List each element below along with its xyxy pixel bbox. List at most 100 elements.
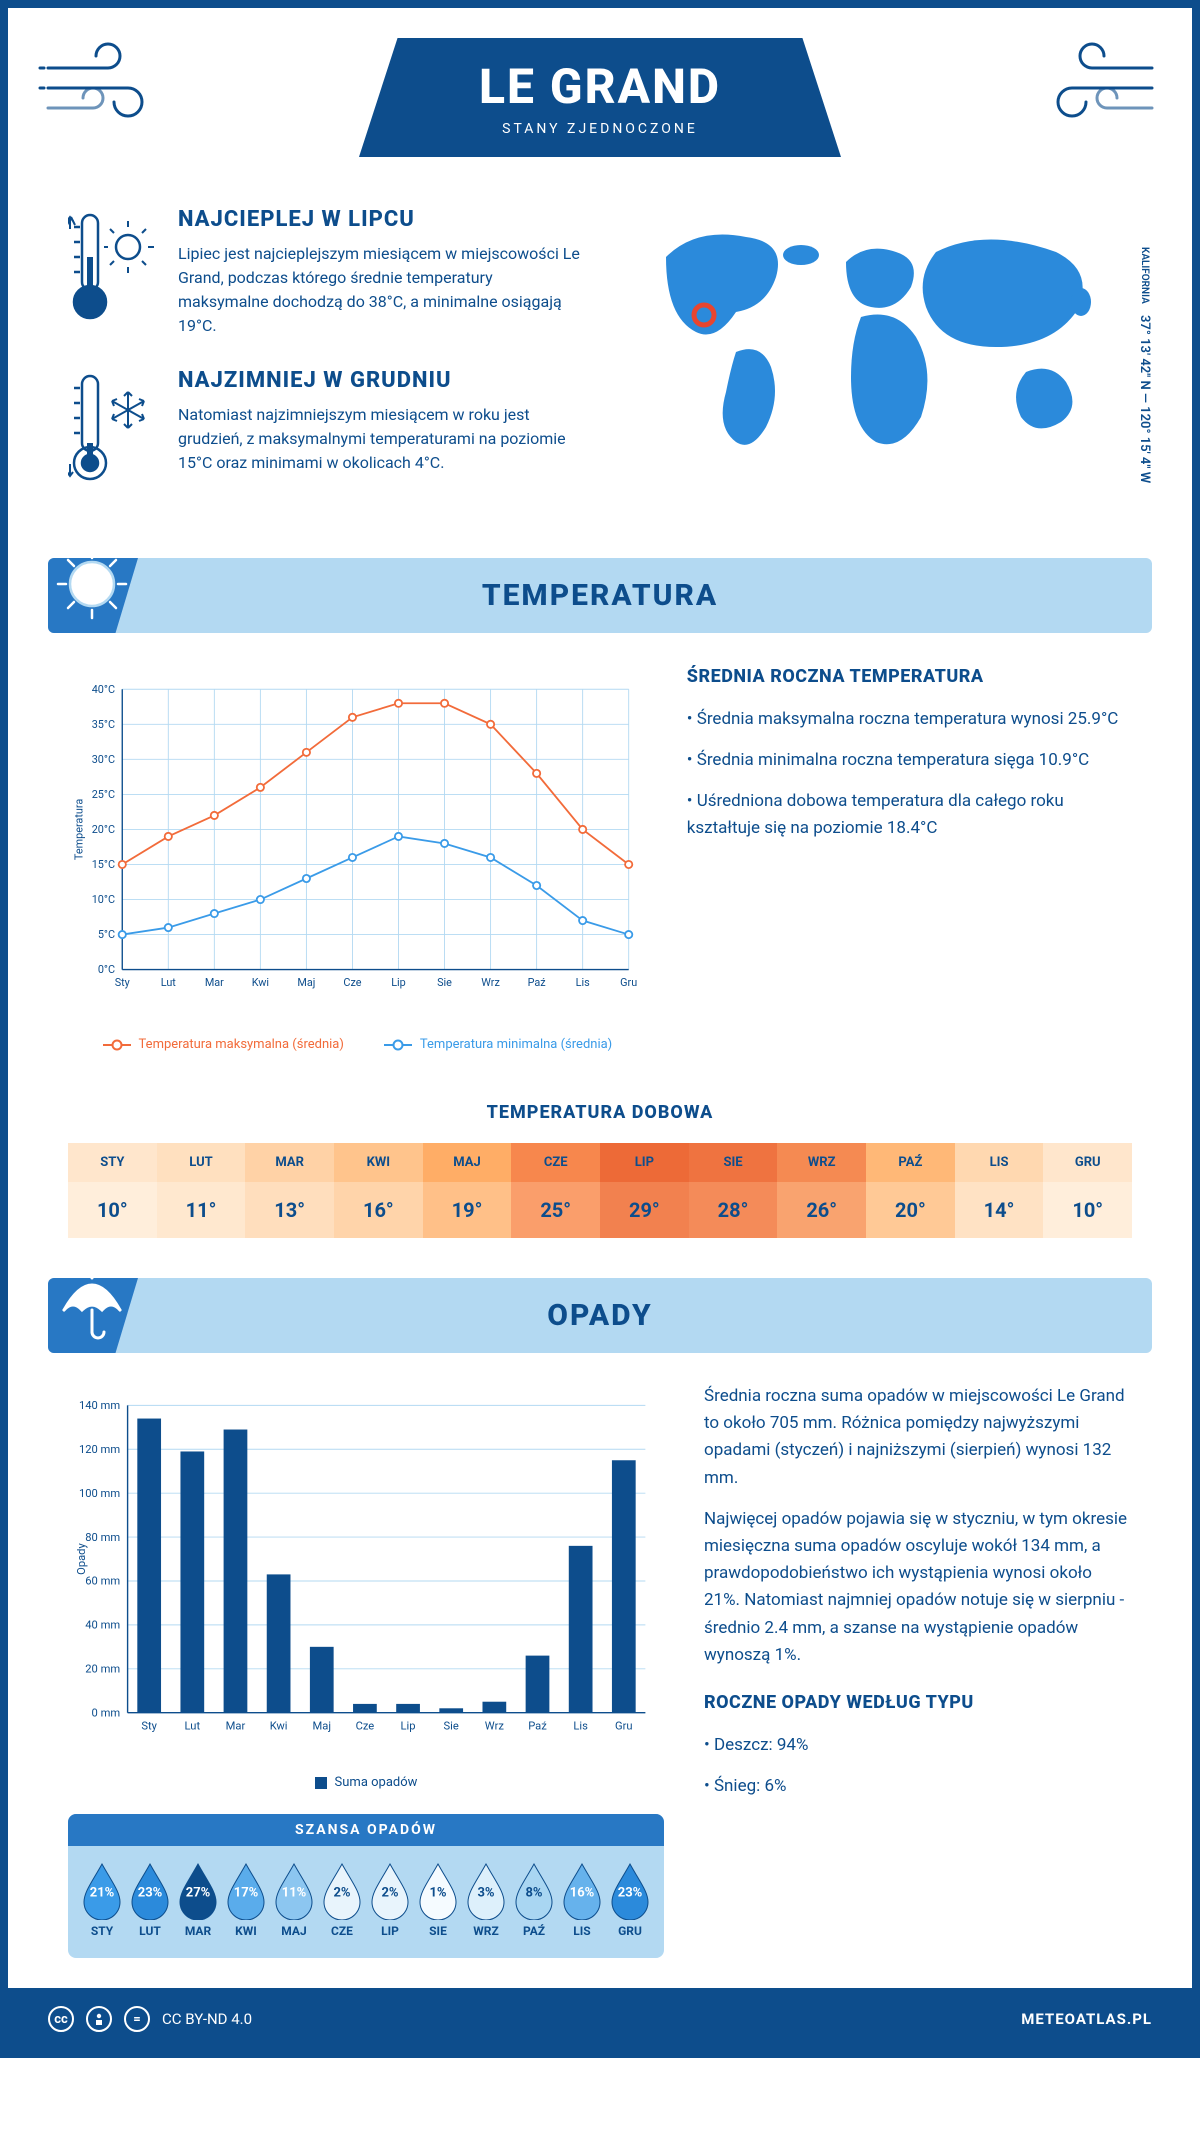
temp-value: 10° <box>68 1182 157 1238</box>
legend-min: Temperatura minimalna (średnia) <box>384 1037 612 1052</box>
temp-value: 11° <box>157 1182 246 1238</box>
svg-text:80 mm: 80 mm <box>85 1531 120 1544</box>
by-icon <box>86 2006 112 2032</box>
svg-text:Opady: Opady <box>75 1543 88 1575</box>
svg-text:60 mm: 60 mm <box>85 1575 120 1588</box>
raindrop-icon: 2% <box>366 1860 414 1920</box>
temperature-chart-box: 0°C5°C10°C15°C20°C25°C30°C35°C40°CStyLut… <box>68 663 647 1052</box>
drop-percentage: 1% <box>414 1886 462 1901</box>
svg-text:Maj: Maj <box>297 976 315 989</box>
temp-col: GRU 10° <box>1043 1143 1132 1238</box>
temperature-line-chart: 0°C5°C10°C15°C20°C25°C30°C35°C40°CStyLut… <box>68 663 647 1023</box>
precip-chance-title: SZANSA OPADÓW <box>68 1814 664 1846</box>
drop-month: MAJ <box>270 1924 318 1938</box>
temp-value: 20° <box>866 1182 955 1238</box>
svg-text:Mar: Mar <box>205 976 224 989</box>
region-label: KALIFORNIA <box>1139 247 1150 304</box>
svg-text:Lut: Lut <box>185 1719 201 1732</box>
temp-col: SIE 28° <box>689 1143 778 1238</box>
svg-text:Paź: Paź <box>528 976 547 989</box>
temperature-side-text: ŚREDNIA ROCZNA TEMPERATURA • Średnia mak… <box>687 663 1132 1052</box>
wind-icon <box>38 38 178 128</box>
temp-month: STY <box>68 1143 157 1182</box>
warmest-text: Lipiec jest najcieplejszym miesiącem w m… <box>178 242 580 338</box>
precipitation-section-header: OPADY <box>48 1278 1152 1353</box>
svg-text:10°C: 10°C <box>92 893 115 906</box>
coords-value: 37° 13' 42" N — 120° 15' 4" W <box>1137 315 1152 483</box>
coldest-text: Natomiast najzimniejszym miesiącem w rok… <box>178 403 580 475</box>
svg-text:20 mm: 20 mm <box>85 1663 120 1676</box>
temp-col: PAŹ 20° <box>866 1143 955 1238</box>
bar-legend-swatch <box>315 1777 327 1789</box>
sun-icon <box>52 544 132 624</box>
temp-col: STY 10° <box>68 1143 157 1238</box>
page-title: LE GRAND <box>479 58 721 115</box>
warmest-heading: NAJCIEPLEJ W LIPCU <box>178 207 580 232</box>
raindrop-icon: 2% <box>318 1860 366 1920</box>
raindrop-icon: 1% <box>414 1860 462 1920</box>
svg-text:Lis: Lis <box>576 976 590 989</box>
page-frame: LE GRAND STANY ZJEDNOCZONE <box>0 0 1200 2058</box>
svg-text:35°C: 35°C <box>92 718 115 731</box>
svg-text:100 mm: 100 mm <box>79 1487 120 1500</box>
temp-month: LUT <box>157 1143 246 1182</box>
temp-month: KWI <box>334 1143 423 1182</box>
wind-icon <box>1022 38 1162 128</box>
svg-text:Cze: Cze <box>356 1719 375 1732</box>
drop-month: LIS <box>558 1924 606 1938</box>
temp-month: GRU <box>1043 1143 1132 1182</box>
temp-legend: Temperatura maksymalna (średnia) Tempera… <box>68 1037 647 1052</box>
drop-month: MAR <box>174 1924 222 1938</box>
temp-month: MAJ <box>423 1143 512 1182</box>
temp-bullet: • Średnia maksymalna roczna temperatura … <box>687 706 1132 733</box>
coldest-heading: NAJZIMNIEJ W GRUDNIU <box>178 368 580 393</box>
drop-month: LUT <box>126 1924 174 1938</box>
svg-text:Sty: Sty <box>141 1719 157 1732</box>
svg-text:Wrz: Wrz <box>485 1719 505 1732</box>
temp-month: CZE <box>511 1143 600 1182</box>
drop-percentage: 16% <box>558 1886 606 1901</box>
drop-percentage: 23% <box>606 1886 654 1901</box>
temp-month: MAR <box>245 1143 334 1182</box>
precipitation-title: OPADY <box>48 1298 1152 1333</box>
temp-value: 26° <box>777 1182 866 1238</box>
svg-text:Lip: Lip <box>391 976 406 989</box>
precip-para-1: Średnia roczna suma opadów w miejscowośc… <box>704 1383 1132 1492</box>
svg-text:Mar: Mar <box>226 1719 246 1732</box>
drop-month: CZE <box>318 1924 366 1938</box>
drop-col: 8% PAŹ <box>510 1860 558 1938</box>
drop-col: 1% SIE <box>414 1860 462 1938</box>
temp-month: SIE <box>689 1143 778 1182</box>
temp-month: LIP <box>600 1143 689 1182</box>
drop-month: KWI <box>222 1924 270 1938</box>
intro-left: NAJCIEPLEJ W LIPCU Lipiec jest najcieple… <box>68 207 580 518</box>
svg-text:0 mm: 0 mm <box>92 1706 121 1719</box>
svg-text:0°C: 0°C <box>98 963 115 976</box>
temp-value: 16° <box>334 1182 423 1238</box>
svg-text:Lip: Lip <box>401 1719 416 1732</box>
precip-chance-box: SZANSA OPADÓW 21% STY 23% LUT <box>68 1814 664 1958</box>
drop-percentage: 27% <box>174 1886 222 1901</box>
drop-month: GRU <box>606 1924 654 1938</box>
daily-temp-table: STY 10° LUT 11° MAR 13° KWI 16° MAJ 19° … <box>68 1143 1132 1238</box>
coldest-block: NAJZIMNIEJ W GRUDNIU Natomiast najzimnie… <box>68 368 580 488</box>
temp-month: PAŹ <box>866 1143 955 1182</box>
temp-side-heading: ŚREDNIA ROCZNA TEMPERATURA <box>687 663 1132 692</box>
license-text: CC BY-ND 4.0 <box>162 2010 252 2028</box>
svg-text:Lut: Lut <box>161 976 177 989</box>
temp-value: 28° <box>689 1182 778 1238</box>
temp-value: 19° <box>423 1182 512 1238</box>
svg-text:40 mm: 40 mm <box>85 1619 120 1632</box>
footer-site: METEOATLAS.PL <box>1021 2010 1152 2028</box>
svg-text:5°C: 5°C <box>98 928 115 941</box>
drop-percentage: 2% <box>318 1886 366 1901</box>
temperature-content: 0°C5°C10°C15°C20°C25°C30°C35°C40°CStyLut… <box>8 633 1192 1082</box>
raindrop-icon: 21% <box>78 1860 126 1920</box>
svg-text:25°C: 25°C <box>92 788 115 801</box>
temp-bullet: • Uśredniona dobowa temperatura dla całe… <box>687 788 1132 842</box>
temp-col: MAJ 19° <box>423 1143 512 1238</box>
temperature-section-header: TEMPERATURA <box>48 558 1152 633</box>
precip-type-bullet: • Deszcz: 94% <box>704 1732 1132 1759</box>
daily-temp-section: TEMPERATURA DOBOWA STY 10° LUT 11° MAR 1… <box>8 1082 1192 1278</box>
precip-chance-row: 21% STY 23% LUT 27% MAR <box>68 1846 664 1944</box>
